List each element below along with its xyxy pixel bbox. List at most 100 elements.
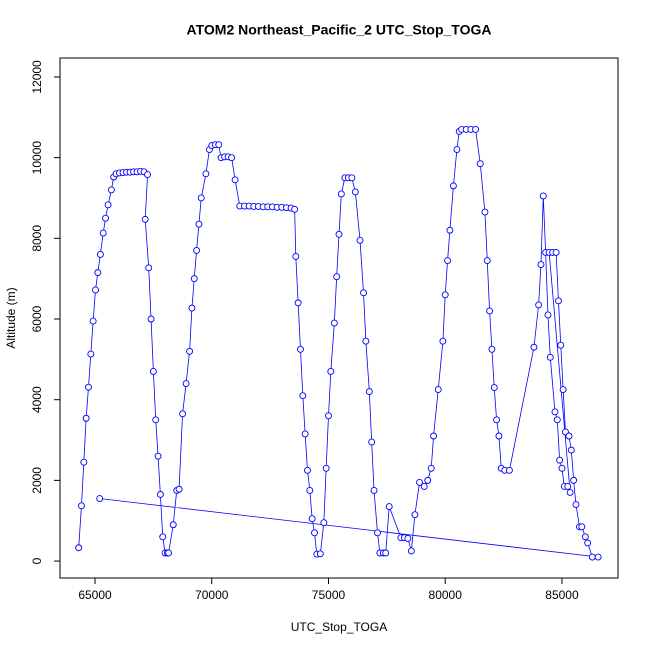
data-point — [99, 229, 107, 237]
data-point — [320, 519, 328, 527]
data-point — [333, 273, 341, 281]
data-point — [365, 388, 373, 396]
data-point — [322, 464, 330, 472]
data-point — [299, 392, 307, 400]
y-tick-label: 0 — [30, 557, 44, 564]
data-point — [147, 315, 155, 323]
data-point — [89, 317, 97, 325]
data-point — [154, 452, 162, 460]
data-point — [104, 201, 112, 209]
data-point — [551, 408, 559, 416]
plot-frame — [59, 57, 619, 579]
data-point — [348, 174, 356, 182]
data-point — [188, 304, 196, 312]
data-point — [175, 485, 183, 493]
data-point — [588, 553, 596, 561]
data-point — [179, 410, 187, 418]
data-point — [327, 368, 335, 375]
data-point — [420, 482, 428, 490]
data-point — [94, 269, 102, 277]
data-point — [382, 549, 390, 557]
data-point — [546, 353, 554, 361]
data-point — [159, 533, 167, 541]
data-point — [490, 384, 498, 392]
data-point — [96, 495, 104, 502]
data-point — [144, 171, 152, 179]
data-point — [360, 289, 367, 297]
data-point — [449, 182, 457, 190]
data-point — [292, 253, 300, 260]
data-point — [495, 432, 503, 440]
x-tick-label: 85000 — [545, 588, 579, 602]
data-point — [291, 205, 299, 213]
data-point — [555, 297, 562, 305]
data-point — [385, 503, 393, 511]
data-point — [356, 236, 364, 244]
data-point — [195, 220, 203, 228]
data-point — [145, 264, 153, 272]
y-tick-label: 10000 — [30, 141, 44, 175]
data-point — [566, 489, 574, 496]
data-point — [337, 190, 345, 198]
y-tick-label: 12000 — [30, 60, 44, 94]
data-point — [202, 170, 210, 178]
y-axis-label: Altitude (m) — [4, 287, 18, 348]
data-point — [82, 414, 90, 422]
data-point — [557, 341, 565, 349]
data-point — [308, 515, 316, 523]
data-point — [370, 487, 378, 494]
x-tick-label: 75000 — [312, 588, 346, 602]
data-point — [75, 544, 83, 552]
data-point — [581, 533, 589, 541]
data-point — [182, 380, 190, 388]
data-point — [544, 311, 552, 319]
data-point — [441, 291, 449, 299]
data-point — [407, 547, 415, 555]
data-point — [453, 146, 461, 154]
data-point — [330, 319, 338, 327]
data-point — [190, 275, 198, 283]
data-point — [567, 446, 575, 454]
data-point — [481, 208, 489, 216]
data-point — [530, 343, 538, 351]
x-axis-label: UTC_Stop_TOGA — [291, 620, 387, 634]
data-point — [301, 430, 309, 438]
y-tick-label: 8000 — [30, 225, 44, 252]
data-point — [424, 476, 432, 484]
data-point — [570, 476, 578, 484]
data-point — [102, 214, 109, 222]
data-point — [228, 154, 236, 162]
y-tick-label: 6000 — [30, 305, 44, 332]
data-point — [85, 383, 92, 391]
data-point — [311, 529, 318, 537]
data-point — [107, 186, 115, 194]
data-point — [572, 501, 580, 509]
y-tick-label: 2000 — [30, 467, 44, 494]
data-point — [578, 523, 586, 531]
data-point — [493, 416, 501, 424]
data-point — [556, 456, 564, 464]
data-point — [335, 230, 343, 238]
data-point — [215, 141, 223, 149]
data-point — [193, 246, 201, 254]
data-point — [537, 261, 545, 268]
data-point — [483, 257, 491, 264]
data-point — [472, 125, 480, 133]
data-point — [486, 307, 494, 315]
x-tick-label: 80000 — [429, 588, 463, 602]
data-point — [553, 416, 561, 424]
data-point — [404, 535, 412, 542]
x-tick-label: 70000 — [195, 588, 229, 602]
data-point — [149, 368, 157, 375]
data-point — [169, 521, 177, 529]
data-point — [80, 458, 88, 466]
data-point — [539, 192, 547, 200]
data-point — [535, 301, 543, 309]
data-point — [594, 553, 602, 561]
data-point — [351, 188, 359, 196]
data-point — [92, 286, 99, 294]
data-point — [306, 487, 314, 494]
data-point — [416, 478, 423, 486]
data-point — [564, 482, 572, 490]
